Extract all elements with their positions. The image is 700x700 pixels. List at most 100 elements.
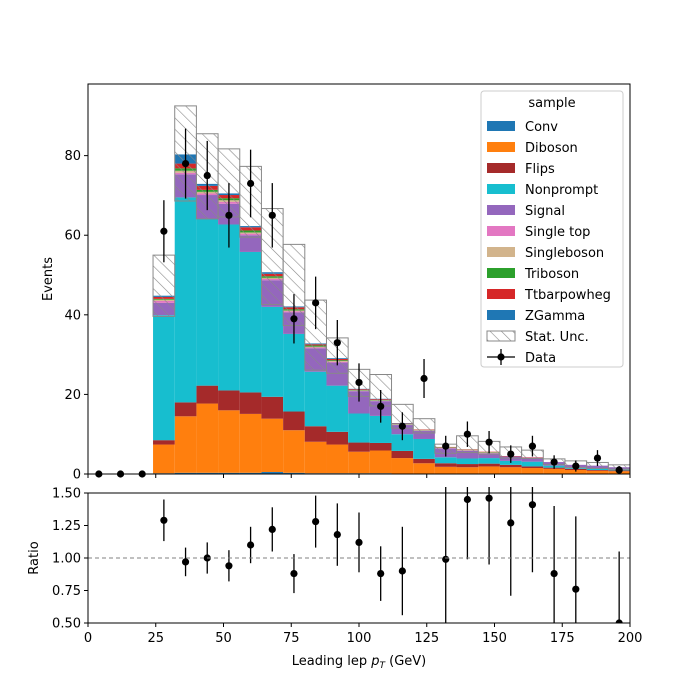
bar — [521, 466, 544, 469]
bar — [478, 463, 500, 467]
ratio-points — [160, 487, 623, 623]
legend-item: Stat. Unc. — [486, 330, 589, 345]
x-tick-label: 150 — [482, 631, 507, 646]
ratio-point — [377, 570, 385, 578]
bar — [153, 444, 175, 474]
legend-title: sample — [528, 96, 575, 111]
bar — [434, 466, 457, 474]
ratio-point — [463, 495, 471, 504]
bar — [326, 385, 349, 432]
bar — [218, 410, 240, 473]
legend-label: Conv — [525, 120, 558, 135]
legend-item: Signal — [487, 204, 565, 219]
legend-box — [480, 90, 624, 368]
bar — [413, 463, 435, 474]
data-point — [528, 442, 537, 450]
legend-label: Data — [525, 351, 556, 366]
x-axis-label-symbol: p — [370, 654, 379, 669]
y-axis-label: Events — [41, 257, 56, 301]
legend-swatch — [487, 163, 515, 173]
data-point — [333, 339, 341, 347]
data-point — [290, 315, 298, 323]
bar — [261, 306, 284, 397]
data-point — [355, 378, 363, 387]
data-point — [420, 374, 428, 383]
bar — [564, 470, 587, 474]
legend-item: Single top — [487, 225, 590, 240]
legend-swatch — [487, 247, 515, 257]
ratio-y-tick-label: 1.00 — [52, 552, 81, 567]
legend-item: ZGamma — [487, 309, 585, 324]
bar — [218, 472, 240, 474]
bar — [261, 396, 284, 419]
bar — [283, 333, 305, 412]
bar — [413, 431, 435, 439]
ratio-point — [528, 501, 537, 509]
legend-swatch — [487, 310, 515, 320]
ratio-y-tick-label: 1.50 — [52, 487, 81, 502]
bar — [153, 315, 175, 441]
bar — [304, 441, 327, 474]
bar — [391, 434, 414, 451]
legend-item: Data — [487, 349, 556, 366]
legend-label: Nonprompt — [525, 183, 598, 198]
bar — [326, 444, 349, 474]
x-axis-label-unit: (GeV) — [385, 654, 426, 669]
data-point — [247, 179, 255, 188]
data-point — [203, 171, 211, 180]
legend-label: Triboson — [524, 267, 579, 282]
legend-item: Conv — [487, 120, 558, 135]
legend-label: Diboson — [525, 141, 578, 156]
bar — [521, 457, 544, 462]
bar — [196, 218, 219, 386]
bar — [174, 197, 197, 403]
bar — [586, 470, 609, 471]
bar — [456, 464, 479, 468]
bar — [456, 450, 479, 459]
bar — [521, 468, 544, 474]
bar — [283, 411, 305, 431]
bar — [413, 438, 435, 459]
legend-item: Flips — [487, 162, 555, 177]
bar — [348, 451, 370, 474]
bar — [304, 371, 327, 427]
data-point — [485, 438, 493, 446]
x-tick-label: 0 — [84, 631, 92, 646]
ratio-point — [507, 519, 515, 527]
ratio-point — [333, 531, 341, 539]
ratio-point — [160, 516, 168, 524]
bar — [239, 392, 262, 414]
bar — [218, 224, 240, 391]
bar — [413, 458, 435, 464]
legend: sample Conv Diboson Flips Nonprompt Signal Sin… — [480, 90, 624, 368]
ratio-point — [268, 525, 276, 534]
ratio-point — [225, 562, 233, 570]
data-point — [463, 430, 471, 438]
y-tick-label: 60 — [64, 229, 81, 244]
data-point — [507, 450, 515, 458]
ratio-point — [290, 570, 298, 578]
data-point — [225, 211, 233, 219]
bar — [196, 385, 219, 404]
ratio-axis-label: Ratio — [27, 541, 42, 574]
legend-swatch — [487, 142, 515, 152]
legend-item: Ttbarpowheg — [487, 288, 611, 303]
ratio-point — [572, 585, 580, 593]
x-tick-label: 175 — [550, 631, 575, 646]
bar — [521, 461, 544, 467]
bar — [174, 416, 197, 473]
ratio-point — [485, 494, 493, 502]
legend-swatch-hatch — [486, 330, 516, 342]
data-point — [398, 422, 406, 430]
bar — [196, 403, 219, 473]
legend-swatch — [487, 268, 515, 278]
bar — [283, 472, 305, 474]
legend-label: Ttbarpowheg — [524, 288, 611, 303]
legend-swatch — [487, 205, 515, 215]
ratio-y-tick-label: 0.50 — [52, 617, 81, 632]
legend-item: Triboson — [487, 267, 579, 282]
bar — [499, 464, 522, 468]
ratio-point — [312, 518, 320, 526]
legend-swatch — [487, 226, 515, 236]
